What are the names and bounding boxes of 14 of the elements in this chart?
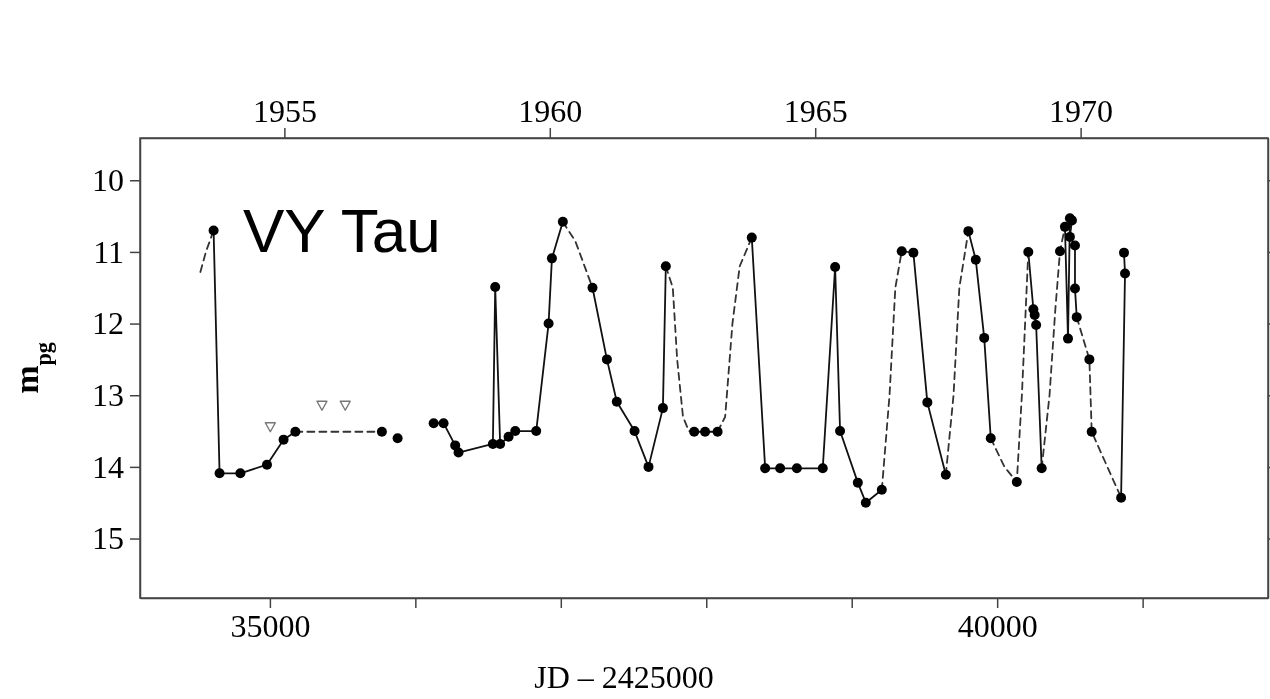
x2-tick-label: 1970 [1049, 93, 1114, 129]
y-tick-label: 13 [92, 376, 124, 413]
x-axis-title: JD – 2425000 [534, 659, 714, 695]
y-tick-label: 14 [92, 448, 124, 485]
y-tick-label: 15 [92, 520, 124, 557]
text: VY Tau [243, 196, 441, 265]
x2-tick-label: 1965 [783, 93, 848, 129]
y-tick-label: 11 [93, 233, 124, 270]
x2-tick-label: 1955 [252, 93, 317, 129]
x2-tick-label: 1960 [518, 93, 583, 129]
y-tick-label: 12 [92, 305, 124, 342]
y-tick-label: 10 [92, 162, 124, 199]
x-tick-label: 35000 [230, 607, 311, 644]
x-tick-label: 40000 [957, 607, 1038, 644]
